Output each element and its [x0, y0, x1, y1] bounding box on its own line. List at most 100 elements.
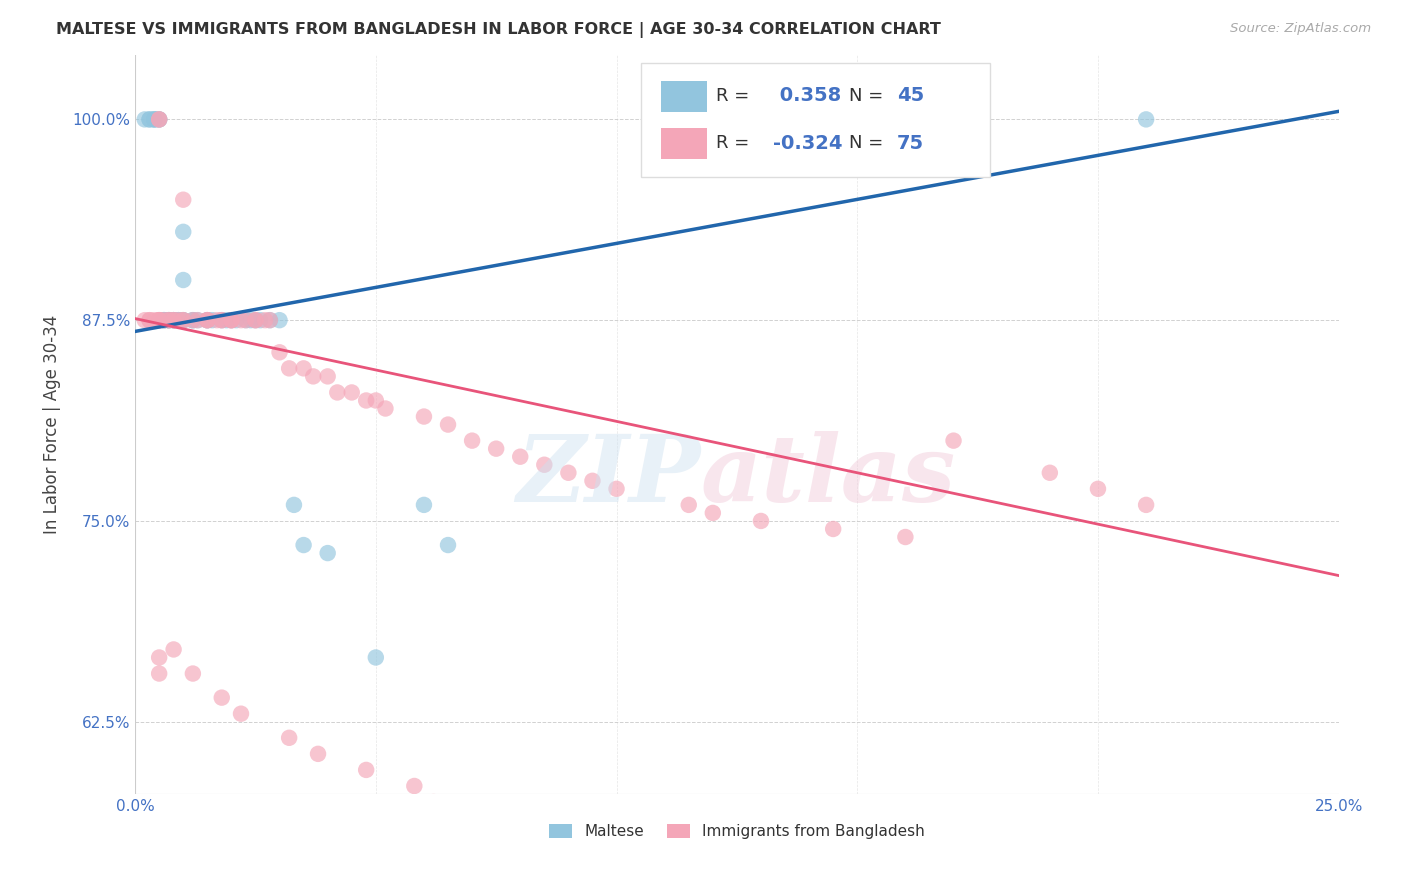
- Point: [533, 458, 555, 472]
- Point: [157, 313, 180, 327]
- Y-axis label: In Labor Force | Age 30-34: In Labor Force | Age 30-34: [44, 315, 60, 534]
- Point: [364, 393, 387, 408]
- Point: [316, 369, 339, 384]
- Text: MALTESE VS IMMIGRANTS FROM BANGLADESH IN LABOR FORCE | AGE 30-34 CORRELATION CHA: MALTESE VS IMMIGRANTS FROM BANGLADESH IN…: [56, 22, 941, 38]
- Point: [172, 313, 194, 327]
- Point: [181, 313, 204, 327]
- Point: [157, 313, 180, 327]
- Point: [148, 313, 170, 327]
- Point: [221, 313, 243, 327]
- Point: [201, 313, 224, 327]
- Text: ZIP: ZIP: [516, 432, 700, 521]
- Bar: [661, 128, 707, 159]
- Point: [229, 313, 252, 327]
- Point: [148, 313, 170, 327]
- Point: [221, 313, 243, 327]
- Text: atlas: atlas: [700, 432, 956, 521]
- Point: [167, 313, 190, 327]
- Text: 0.358: 0.358: [773, 87, 841, 105]
- Point: [172, 313, 194, 327]
- Point: [229, 706, 252, 721]
- Point: [485, 442, 508, 456]
- Point: [162, 313, 184, 327]
- Point: [211, 313, 233, 327]
- Point: [167, 313, 190, 327]
- Point: [942, 434, 965, 448]
- Point: [211, 690, 233, 705]
- Point: [195, 313, 218, 327]
- Point: [148, 112, 170, 127]
- Point: [307, 747, 329, 761]
- Point: [157, 313, 180, 327]
- Point: [354, 393, 377, 408]
- Point: [153, 313, 176, 327]
- Point: [245, 313, 267, 327]
- Point: [340, 385, 363, 400]
- Text: 75: 75: [897, 134, 924, 153]
- Point: [221, 313, 243, 327]
- Point: [148, 650, 170, 665]
- Point: [278, 731, 301, 745]
- Point: [302, 369, 325, 384]
- Text: 45: 45: [897, 87, 924, 105]
- Point: [143, 112, 166, 127]
- Point: [413, 498, 436, 512]
- Bar: [661, 81, 707, 112]
- Point: [245, 313, 267, 327]
- Point: [162, 313, 184, 327]
- Point: [148, 112, 170, 127]
- Point: [221, 313, 243, 327]
- Point: [437, 538, 460, 552]
- Point: [148, 313, 170, 327]
- Point: [1135, 112, 1157, 127]
- Point: [364, 650, 387, 665]
- Point: [195, 313, 218, 327]
- Point: [413, 409, 436, 424]
- Point: [278, 361, 301, 376]
- Point: [148, 666, 170, 681]
- Point: [259, 313, 281, 327]
- Point: [1135, 498, 1157, 512]
- Text: -0.324: -0.324: [773, 134, 842, 153]
- Point: [235, 313, 257, 327]
- Point: [235, 313, 257, 327]
- Point: [422, 795, 444, 809]
- Point: [581, 474, 603, 488]
- Point: [1087, 482, 1109, 496]
- Point: [354, 763, 377, 777]
- Point: [749, 514, 772, 528]
- Point: [181, 313, 204, 327]
- Point: [254, 313, 277, 327]
- Legend: Maltese, Immigrants from Bangladesh: Maltese, Immigrants from Bangladesh: [543, 818, 931, 846]
- Point: [162, 313, 184, 327]
- Text: Source: ZipAtlas.com: Source: ZipAtlas.com: [1230, 22, 1371, 36]
- Point: [162, 313, 184, 327]
- Point: [269, 345, 291, 359]
- Point: [239, 313, 262, 327]
- Point: [205, 313, 228, 327]
- Point: [138, 112, 160, 127]
- Point: [823, 522, 845, 536]
- Point: [259, 313, 281, 327]
- Point: [143, 313, 166, 327]
- Point: [167, 313, 190, 327]
- Point: [509, 450, 531, 464]
- Point: [702, 506, 724, 520]
- Point: [134, 313, 156, 327]
- Point: [157, 313, 180, 327]
- Point: [292, 361, 315, 376]
- Point: [461, 434, 484, 448]
- Point: [606, 482, 628, 496]
- Point: [195, 313, 218, 327]
- Point: [211, 313, 233, 327]
- Point: [195, 313, 218, 327]
- Point: [138, 313, 160, 327]
- Point: [162, 313, 184, 327]
- Text: R =: R =: [717, 87, 755, 104]
- Point: [172, 313, 194, 327]
- Point: [143, 112, 166, 127]
- Text: N =: N =: [849, 87, 889, 104]
- Point: [557, 466, 579, 480]
- Point: [316, 546, 339, 560]
- Point: [172, 273, 194, 287]
